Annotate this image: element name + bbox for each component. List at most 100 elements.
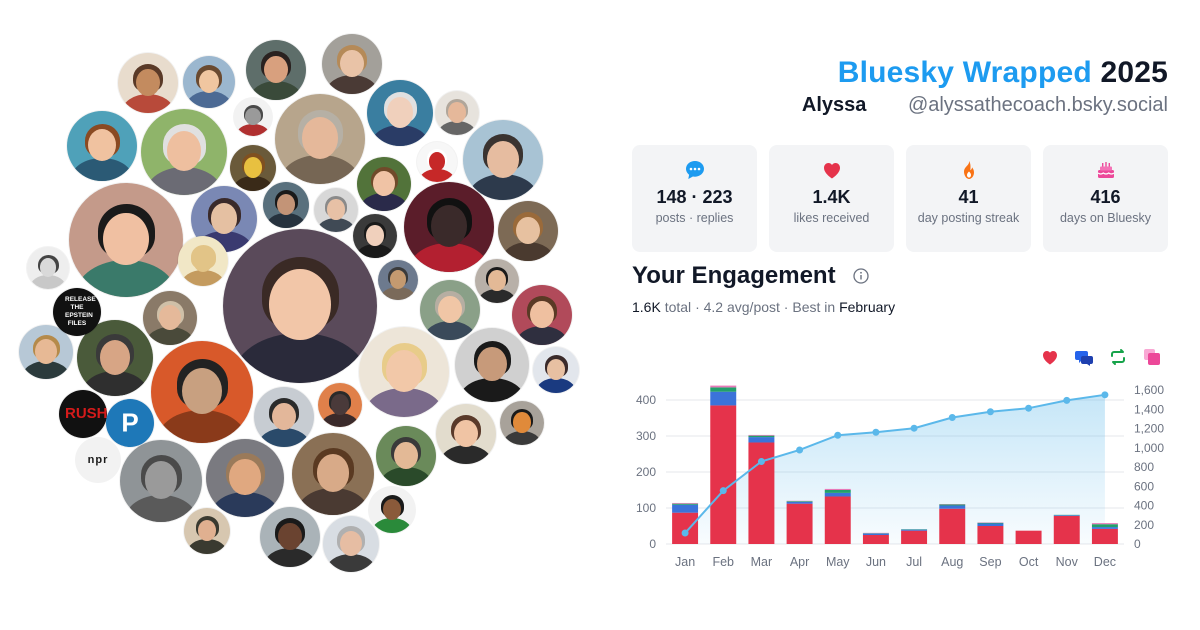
cumulative-point [1025,404,1033,412]
avatar [292,433,374,515]
avatar-logo-text: RELEASE THE EPSTEIN FILES [65,296,96,327]
bar-segment [824,490,851,493]
y-left-tick-label: 100 [636,501,656,515]
legend-repost-icon[interactable] [1108,347,1128,367]
page-title: Bluesky Wrapped 2025 [838,56,1168,90]
stat-value: 1.4K [812,187,851,207]
y-left-tick-label: 200 [636,465,656,479]
y-right-tick-label: 1,200 [1134,422,1164,436]
avatar [512,285,572,345]
avatar [417,142,457,182]
avatar [359,327,449,417]
bar-segment [939,505,966,509]
bar-segment [862,535,889,544]
cumulative-point [872,428,880,436]
engagement-best-month: February [839,299,896,315]
bar-segment [1053,515,1080,516]
avatar [183,56,235,108]
avatar [263,182,309,228]
avatar [143,291,197,345]
stat-label: likes received [793,211,870,225]
avatar [498,201,558,261]
avatar [435,91,479,135]
stat-value: 41 [958,187,979,207]
stat-card-posts: 148 · 223 posts · replies [632,145,757,252]
avatar [246,40,306,100]
bar-segment [672,512,699,544]
y-left-tick-label: 0 [649,537,656,551]
bar-segment [1091,523,1118,525]
cumulative-point [796,446,804,454]
x-tick-label: Nov [1056,555,1079,569]
bar-segment [1053,515,1080,544]
y-left-tick-label: 300 [636,429,656,443]
legend-reply-icon[interactable] [1074,347,1094,367]
bar-segment [1091,524,1118,528]
cumulative-point [757,458,765,466]
bar-segment [672,502,699,504]
display-name: Alyssa [801,94,867,116]
stat-card-days: 416 days on Bluesky [1043,145,1168,252]
avatar-logo: P [106,399,154,447]
y-right-tick-label: 600 [1134,479,1154,493]
bar-segment [710,385,737,388]
avatar [184,508,230,554]
bar-segment [977,522,1004,524]
x-tick-label: Oct [1019,555,1039,569]
brand-title: Bluesky Wrapped [837,56,1092,89]
avatar [475,259,519,303]
y-left-tick-label: 400 [636,393,656,407]
y-right-tick-label: 400 [1134,499,1154,513]
bar-segment [901,529,928,531]
stat-label: posts · replies [655,211,734,225]
avatar [151,341,253,443]
avatar [19,325,73,379]
avatar [357,157,411,211]
bar-segment [672,503,699,505]
x-tick-label: Jun [866,555,886,569]
avatar [206,439,284,517]
avatar [322,34,382,94]
x-tick-label: Apr [790,555,809,569]
stat-card-likes: 1.4K likes received [769,145,894,252]
bar-segment [824,492,851,497]
avatar [178,236,228,286]
bar-segment [710,387,737,392]
bar-segment [748,435,775,438]
bar-segment [748,434,775,436]
info-icon[interactable] [853,268,869,284]
avatar [234,98,272,136]
bar-segment [710,391,737,406]
avatar [500,401,544,445]
avatar [223,229,377,383]
legend-heart-icon[interactable] [1040,347,1060,367]
avatar-logo-text: npr [87,454,109,466]
cake-icon [1043,159,1168,181]
engagement-title: Your Engagement [632,262,836,289]
stat-value: 416 [1090,187,1121,207]
cumulative-point [948,414,956,422]
stat-card-streak: 41 day posting streak [906,145,1031,252]
y-right-tick-label: 1,000 [1134,441,1164,455]
bar-segment [1015,530,1042,544]
y-right-tick-label: 200 [1134,518,1154,532]
avatar [367,80,433,146]
heart-icon [769,159,894,181]
bar-segment [786,503,813,544]
avatar [27,247,69,289]
cumulative-point [681,529,689,537]
bar-segment [939,508,966,544]
bar-segment [824,488,851,490]
y-right-tick-label: 1,600 [1134,383,1164,397]
cumulative-point [1101,391,1109,399]
avatar-logo-text: RUSH [65,405,107,422]
engagement-summary: 1.6K total · 4.2 avg/post · Best in Febr… [632,299,896,315]
cumulative-line [684,393,1106,534]
y-right-tick-label: 0 [1134,537,1141,551]
cumulative-point [834,431,842,439]
avatar [120,440,202,522]
legend-quote-icon[interactable] [1142,347,1162,367]
x-tick-label: Dec [1094,555,1116,569]
x-tick-label: Jan [675,555,695,569]
bar-segment [939,504,966,506]
